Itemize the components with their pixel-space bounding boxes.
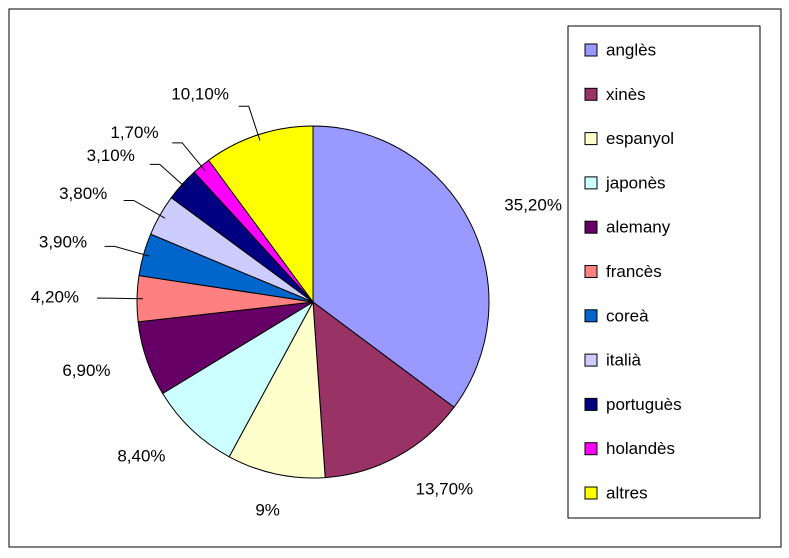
leader-line (123, 199, 166, 219)
data-label: 1,70% (110, 123, 158, 142)
legend-label: portuguès (606, 395, 682, 414)
legend-label: holandès (606, 439, 675, 458)
legend-label: anglès (606, 40, 656, 59)
leader-line (172, 142, 206, 171)
legend-label: francès (606, 262, 662, 281)
legend-label: espanyol (606, 129, 674, 148)
legend-swatch (584, 353, 598, 367)
legend-label: altres (606, 483, 648, 502)
data-label: 3,90% (39, 233, 87, 252)
legend-swatch (584, 309, 598, 323)
leader-line (149, 163, 187, 189)
data-label: 35,20% (504, 196, 562, 215)
leader-line (238, 105, 261, 141)
legend-swatch (584, 87, 598, 101)
legend-box (567, 25, 761, 519)
legend-swatch (584, 265, 598, 278)
data-label: 4,20% (31, 287, 79, 306)
data-label: 9% (255, 501, 280, 520)
data-label: 6,90% (62, 361, 110, 380)
leader-line (104, 245, 150, 257)
legend-label: alemany (606, 218, 671, 237)
legend-swatch (584, 486, 598, 500)
data-label: 3,10% (87, 146, 135, 165)
leader-line (97, 297, 144, 300)
legend-swatch (584, 442, 598, 456)
legend-label: xinès (606, 85, 646, 104)
data-label: 13,70% (416, 479, 474, 498)
pie-slice (312, 300, 455, 479)
pie-slice (161, 300, 315, 458)
legend-swatch (584, 220, 598, 234)
legend-label: coreà (606, 306, 649, 325)
pie-slice (228, 300, 326, 479)
data-label: 8,40% (117, 447, 165, 466)
legend-swatch (584, 176, 598, 190)
legend-swatch (584, 132, 598, 146)
pie-slice (312, 125, 490, 408)
legend-label: italià (606, 351, 642, 370)
legend-label: japonès (605, 173, 666, 192)
legend-swatch (584, 397, 598, 411)
legend-swatch (584, 43, 598, 57)
data-label: 3,80% (59, 184, 107, 203)
data-label: 10,10% (171, 84, 229, 103)
